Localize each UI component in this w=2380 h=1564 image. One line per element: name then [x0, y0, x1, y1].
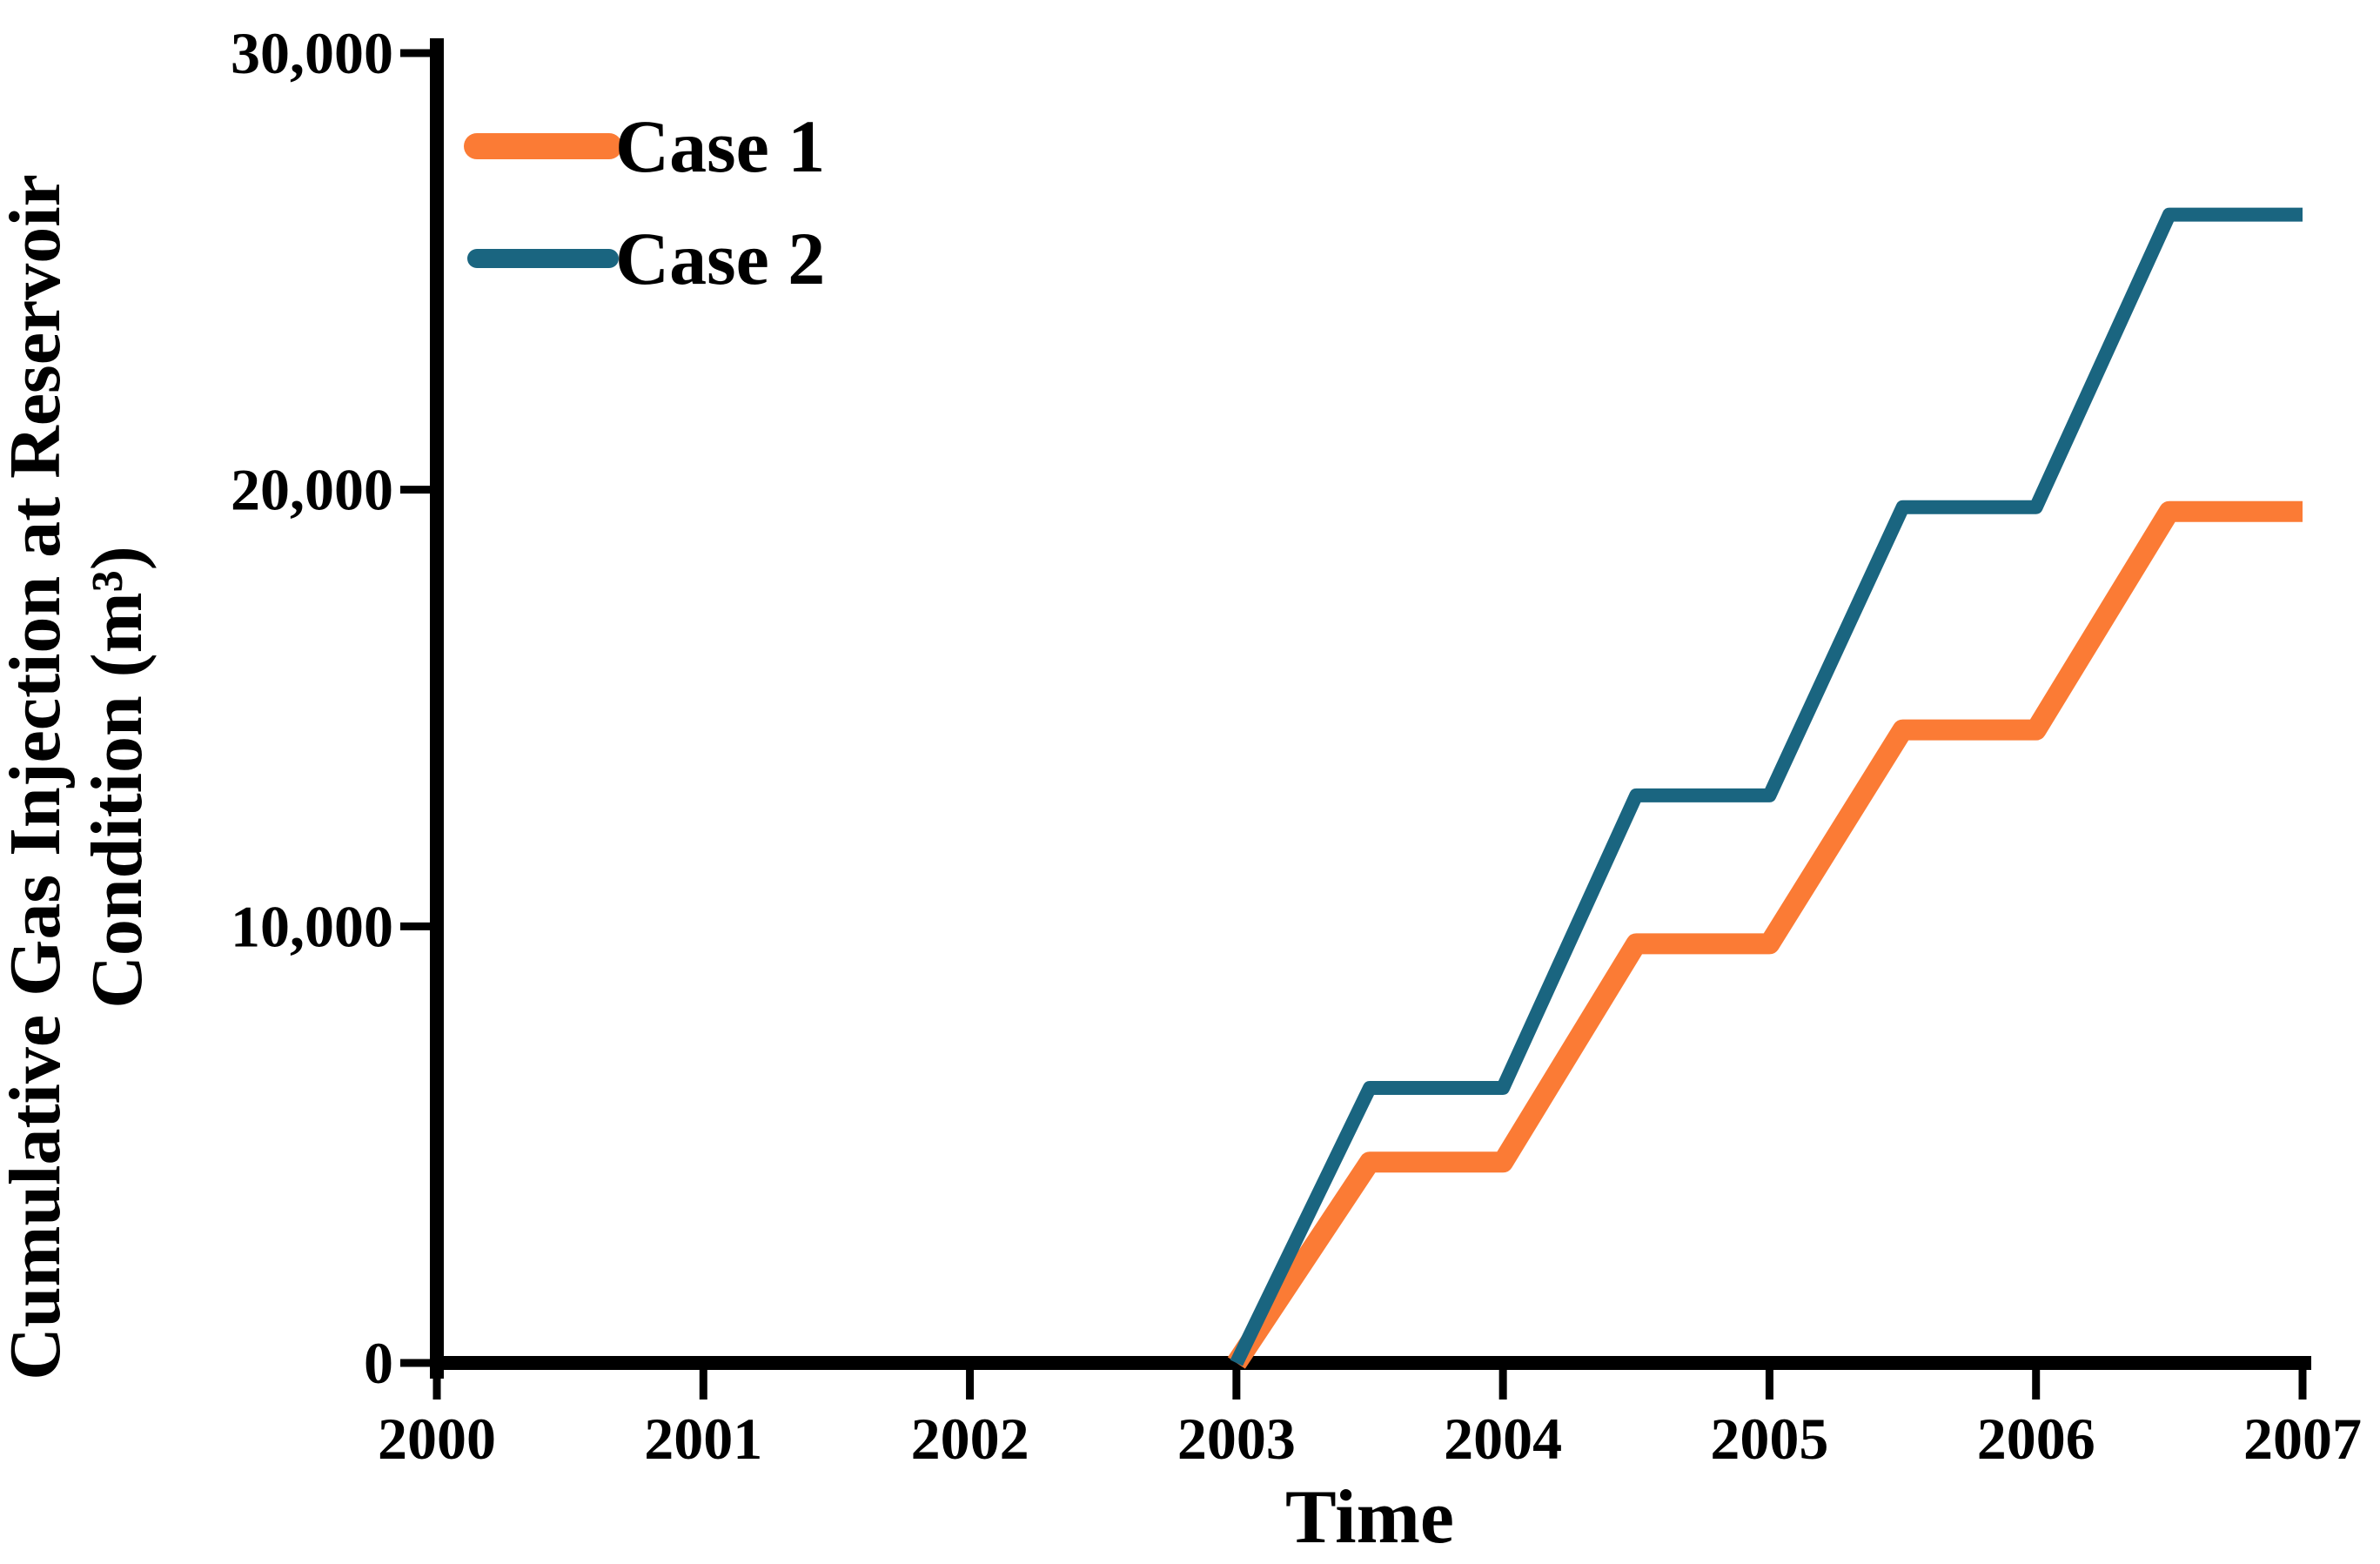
legend-label-case1: Case 1: [615, 104, 825, 188]
x-tick-label: 2003: [1177, 1406, 1296, 1472]
x-tick-label: 2007: [2243, 1406, 2362, 1472]
axes: 0 10,000 20,000 30,000 2000 2001 2002 2003 2004 2…: [231, 20, 2362, 1472]
x-tick-label: 2001: [644, 1406, 762, 1472]
y-axis-title: Cumulative Gas Injection at Reservoir Co…: [0, 174, 158, 1380]
series-line-case-2: [1230, 207, 2303, 1366]
x-tick-label: 2000: [378, 1406, 496, 1472]
x-tick-label: 2005: [1710, 1406, 1828, 1472]
y-tick-label: 10,000: [231, 893, 393, 959]
series-line-case-1: [1227, 500, 2303, 1369]
x-tick-label: 2004: [1444, 1406, 1562, 1472]
y-axis-title-line2: Condition (m³): [77, 546, 158, 1009]
x-tick-label: 2006: [1977, 1406, 2095, 1472]
x-tick-label: 2002: [911, 1406, 1029, 1472]
y-tick-label: 30,000: [231, 20, 393, 86]
y-axis-title-line1: Cumulative Gas Injection at Reservoir: [0, 174, 76, 1380]
legend: Case 1 Case 2: [464, 104, 825, 300]
series-lines: [1227, 207, 2303, 1369]
legend-label-case2: Case 2: [615, 217, 825, 300]
x-axis-title: Time: [1285, 1475, 1454, 1560]
y-tick-label: 20,000: [231, 457, 393, 523]
y-tick-label: 0: [364, 1330, 393, 1396]
